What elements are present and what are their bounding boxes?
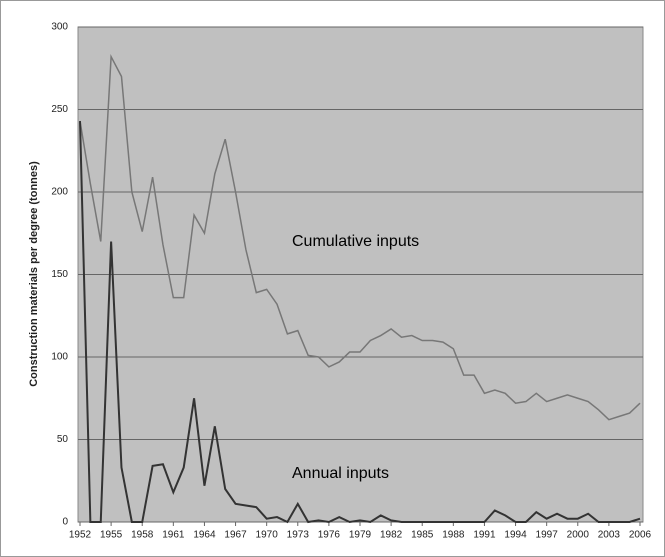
x-tick-label: 1982	[380, 530, 403, 541]
x-tick-label: 1994	[504, 530, 527, 541]
y-tick-label: 0	[62, 517, 68, 528]
x-tick-label: 1976	[318, 530, 341, 541]
y-tick-label: 300	[51, 22, 68, 33]
series-label: Annual inputs	[292, 465, 389, 482]
series-line	[79, 53, 641, 421]
y-tick-label: 200	[51, 187, 68, 198]
x-tick-label: 2006	[629, 530, 652, 541]
x-tick-label: 2000	[567, 530, 590, 541]
x-tick-label: 1970	[256, 530, 279, 541]
x-tick-label: 1952	[69, 530, 92, 541]
x-tick-label: 1955	[100, 530, 123, 541]
x-tick-label: 1979	[349, 530, 372, 541]
y-tick-label: 50	[57, 434, 69, 445]
series-line	[79, 121, 641, 524]
y-tick-label: 150	[51, 269, 68, 280]
x-tick-label: 1997	[536, 530, 559, 541]
x-tick-label: 2003	[598, 530, 621, 541]
y-tick-label: 250	[51, 104, 68, 115]
x-tick-label: 1964	[193, 530, 216, 541]
y-axis-label: Construction materials per degree (tonne…	[28, 161, 40, 387]
x-tick-label: 1991	[473, 530, 496, 541]
series-label: Cumulative inputs	[292, 233, 419, 250]
y-tick-label: 100	[51, 352, 68, 363]
x-tick-label: 1988	[442, 530, 465, 541]
x-tick-label: 1958	[131, 530, 154, 541]
x-tick-label: 1973	[287, 530, 310, 541]
x-tick-label: 1985	[411, 530, 434, 541]
x-tick-label: 1967	[224, 530, 247, 541]
x-tick-label: 1961	[162, 530, 185, 541]
